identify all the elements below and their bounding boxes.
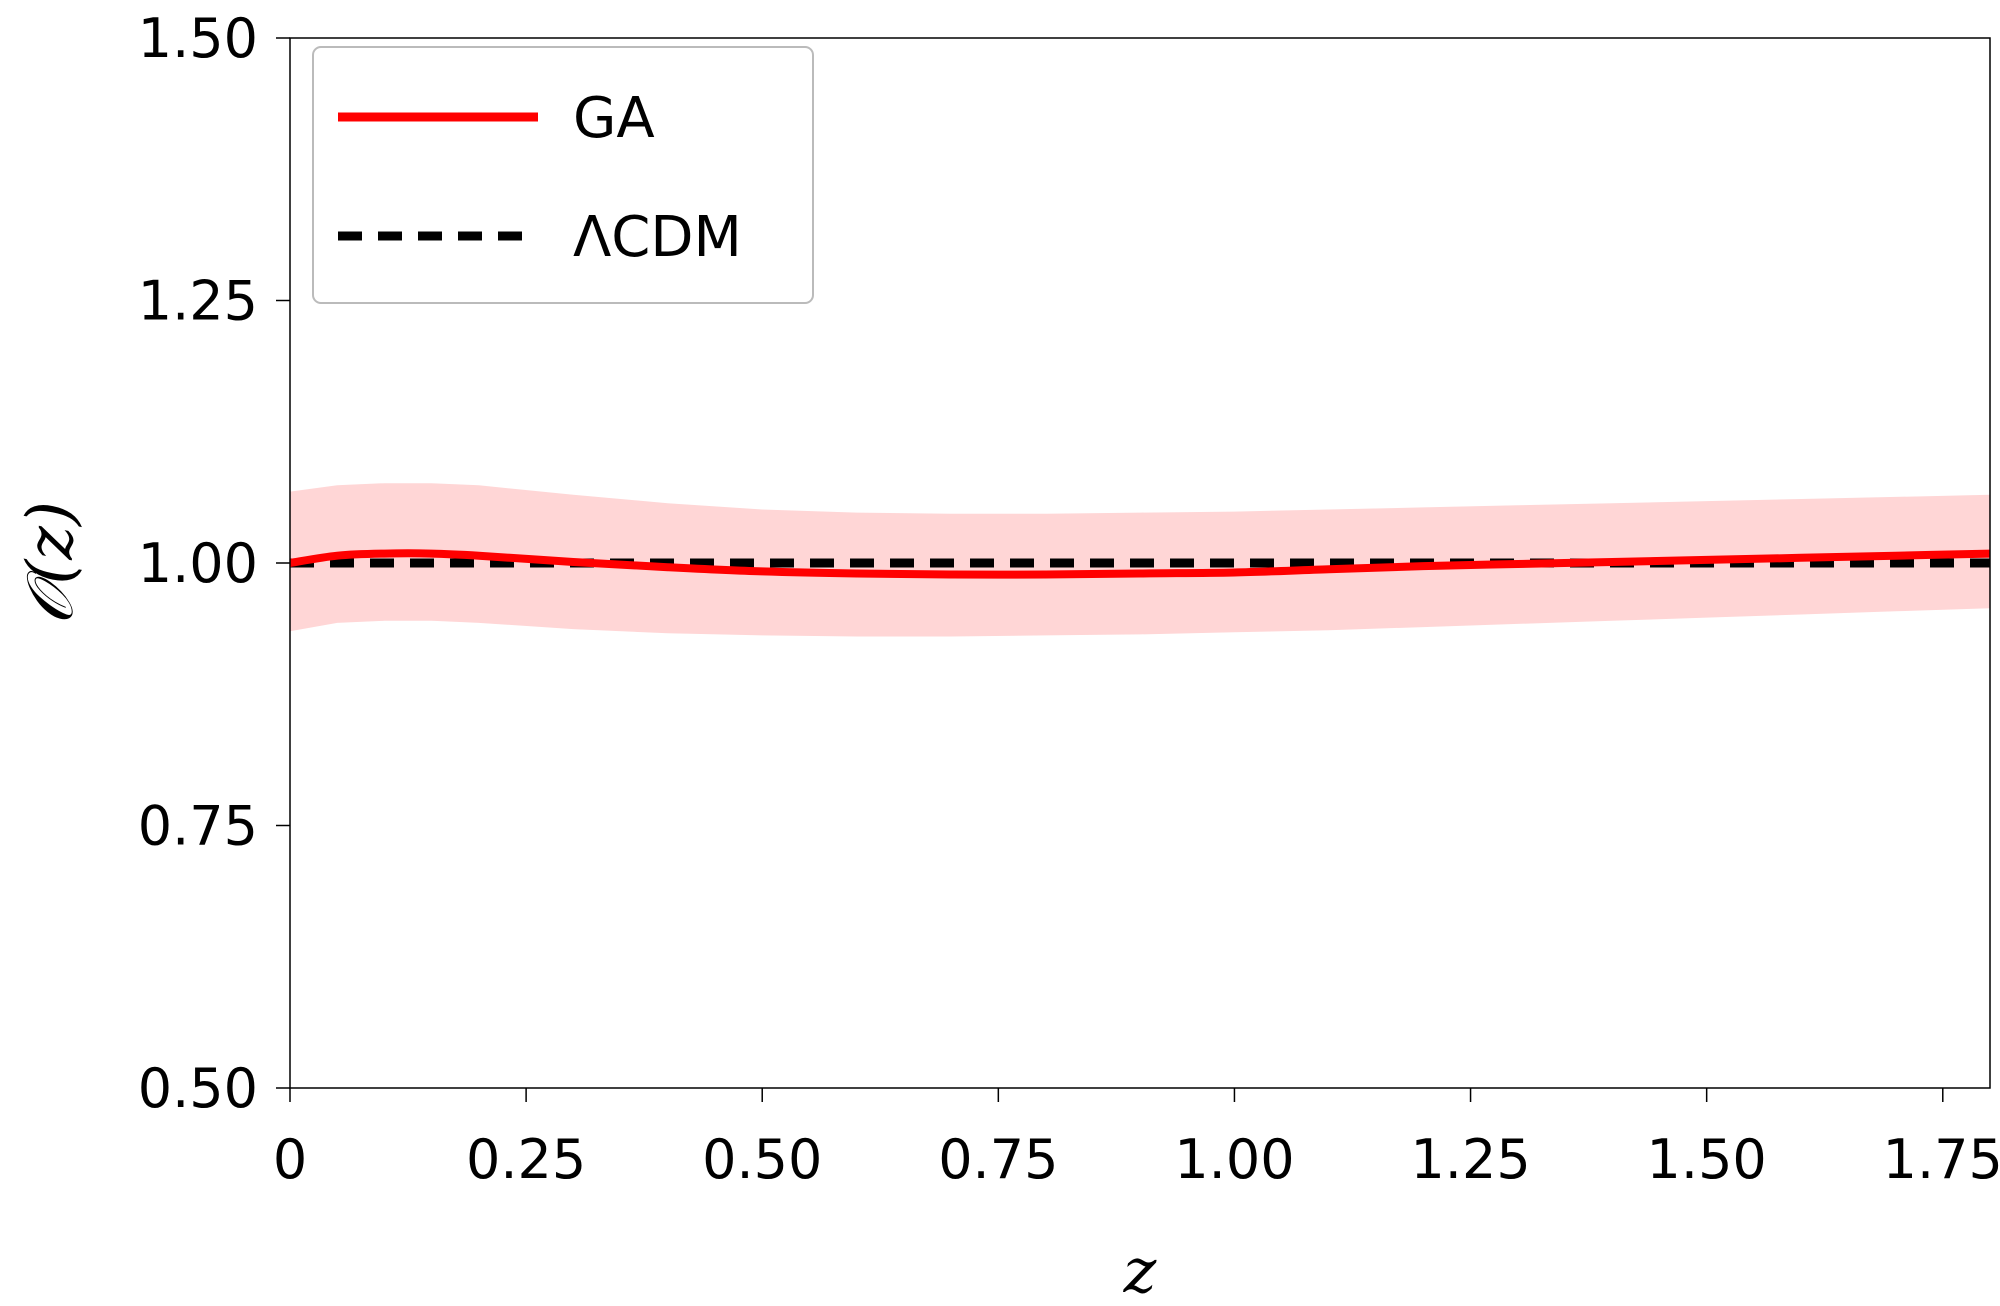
y-tick-label: 1.50: [138, 7, 258, 70]
x-tick-label: 1.75: [1883, 1128, 2000, 1191]
x-axis: 0 0.25 0.50 0.75 1.00 1.25 1.50 1.75: [273, 1088, 2000, 1191]
y-axis: 0.50 0.75 1.00 1.25 1.50: [138, 7, 290, 1120]
y-tick-label: 0.50: [138, 1057, 258, 1120]
legend-label-ga: GA: [573, 86, 655, 151]
y-tick-label: 1.00: [138, 532, 258, 595]
x-tick-label: 1.25: [1410, 1128, 1530, 1191]
x-tick-label: 1.00: [1174, 1128, 1294, 1191]
x-tick-label: 0.75: [938, 1128, 1058, 1191]
legend: GA ΛCDM: [312, 46, 814, 304]
y-tick-label: 0.75: [138, 795, 258, 858]
y-tick-label: 1.25: [138, 270, 258, 333]
plot-area: [289, 37, 1991, 1089]
legend-label-lcdm: ΛCDM: [573, 205, 742, 270]
x-tick-label: 1.50: [1647, 1128, 1767, 1191]
x-axis-title: z: [1123, 1234, 1157, 1306]
x-tick-label: 0.25: [466, 1128, 586, 1191]
series-line-ga: [289, 549, 1991, 579]
y-axis-title: 𝒪(z): [14, 501, 88, 625]
x-tick-label: 0: [273, 1128, 307, 1191]
x-tick-label: 0.50: [702, 1128, 822, 1191]
